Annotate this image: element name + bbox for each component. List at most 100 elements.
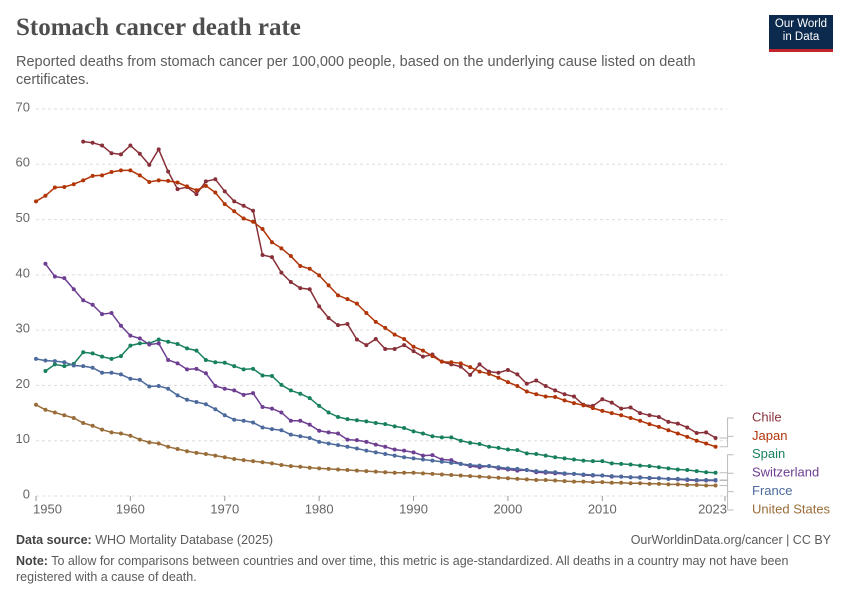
point: [317, 403, 322, 408]
point: [571, 471, 576, 476]
point: [147, 440, 152, 445]
point: [71, 416, 76, 421]
y-tick-label: 70: [16, 99, 30, 114]
point: [251, 391, 256, 396]
point: [43, 193, 48, 198]
point: [118, 152, 123, 157]
label-connector: [719, 417, 734, 439]
point: [571, 394, 576, 399]
label-connector: [719, 454, 734, 474]
point: [411, 470, 416, 475]
point: [354, 418, 359, 423]
point: [402, 470, 407, 475]
point: [562, 392, 567, 397]
point: [354, 438, 359, 443]
point: [524, 477, 529, 482]
point: [694, 482, 699, 487]
point: [487, 475, 492, 480]
point: [638, 463, 643, 468]
source: Data source: WHO Mortality Database (202…: [16, 532, 273, 548]
point: [279, 246, 284, 251]
y-tick-label: 50: [16, 210, 30, 225]
point: [600, 459, 605, 464]
source-label: Data source:: [16, 533, 92, 547]
point: [100, 312, 105, 317]
point: [402, 343, 407, 348]
point: [52, 359, 57, 364]
point: [62, 364, 67, 369]
point: [156, 341, 161, 346]
point: [487, 371, 492, 376]
point: [137, 173, 142, 178]
logo-text: Our World: [774, 18, 828, 30]
point: [581, 479, 586, 484]
point: [411, 429, 416, 434]
point: [704, 441, 709, 446]
point: [279, 382, 284, 387]
series-line: [44, 263, 716, 482]
point: [251, 459, 256, 464]
point: [392, 346, 397, 351]
point: [260, 404, 265, 409]
point: [553, 478, 558, 483]
point: [373, 421, 378, 426]
point: [487, 464, 492, 469]
point: [430, 453, 435, 458]
legend-label: Spain: [752, 446, 785, 461]
point: [43, 261, 48, 266]
point: [543, 453, 548, 458]
point: [100, 427, 105, 432]
point: [562, 471, 567, 476]
point: [288, 254, 293, 259]
legend-label: Chile: [752, 409, 782, 424]
point: [638, 418, 643, 423]
point: [156, 337, 161, 342]
point: [713, 435, 718, 440]
x-tick-label: 1950: [33, 501, 62, 516]
point: [118, 431, 123, 436]
point: [354, 337, 359, 342]
point: [496, 370, 501, 375]
point: [468, 474, 473, 479]
point: [562, 479, 567, 484]
point: [156, 441, 161, 446]
logo[interactable]: Our World in Data: [769, 15, 833, 52]
point: [317, 439, 322, 444]
label-connector: [719, 435, 734, 448]
point: [203, 451, 208, 456]
point: [647, 481, 652, 486]
point: [185, 367, 190, 372]
point: [90, 173, 95, 178]
point: [118, 323, 123, 328]
point: [383, 325, 388, 330]
point: [326, 441, 331, 446]
point: [411, 349, 416, 354]
point: [383, 470, 388, 475]
point: [373, 336, 378, 341]
point: [704, 430, 709, 435]
point: [383, 451, 388, 456]
url[interactable]: OurWorldinData.org/cancer | CC BY: [630, 533, 831, 547]
point: [100, 354, 105, 359]
point: [147, 384, 152, 389]
note-label: Note:: [16, 554, 48, 568]
point: [213, 177, 218, 182]
point: [90, 302, 95, 307]
point: [194, 366, 199, 371]
point: [71, 182, 76, 187]
point: [156, 178, 161, 183]
point: [430, 354, 435, 359]
point: [704, 470, 709, 475]
point: [128, 333, 133, 338]
point: [118, 168, 123, 173]
point: [175, 187, 180, 192]
point: [666, 476, 671, 481]
point: [600, 408, 605, 413]
point: [137, 341, 142, 346]
point: [609, 400, 614, 405]
point: [534, 378, 539, 383]
point: [675, 421, 680, 426]
point: [354, 468, 359, 473]
point: [326, 466, 331, 471]
